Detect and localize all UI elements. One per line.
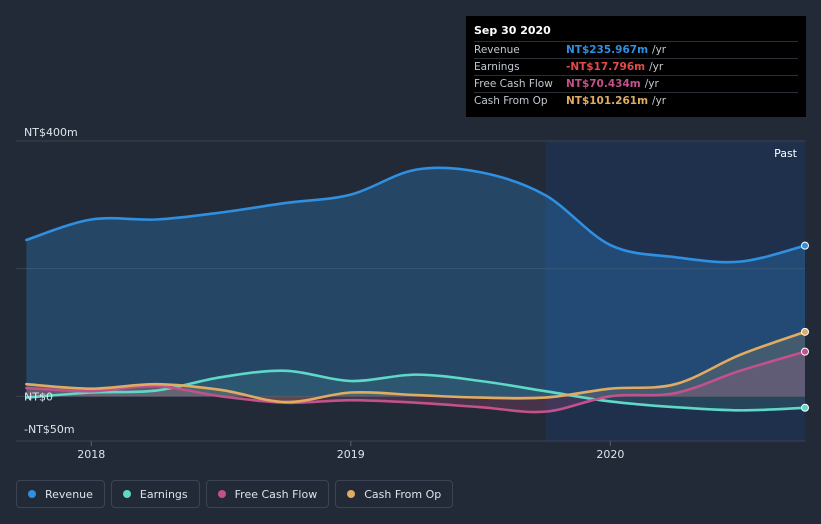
- tooltip-label: Earnings: [474, 61, 520, 73]
- legend-label: Cash From Op: [364, 487, 442, 501]
- area-cash-from-op: [26, 331, 805, 403]
- line-revenue: [25, 166, 807, 264]
- tooltip-value: NT$101.261m: [566, 95, 649, 107]
- legend-label: Revenue: [45, 487, 93, 501]
- legend-dot-icon: [347, 490, 356, 498]
- end-point-free-cash-flow: [801, 347, 809, 356]
- tooltip-unit: /yr: [649, 61, 664, 73]
- past-label: Past: [774, 147, 798, 160]
- area-revenue: [26, 167, 805, 397]
- legend-item-cash-from-op[interactable]: Cash From Op: [335, 480, 454, 508]
- legend-dot-icon: [217, 490, 226, 498]
- tooltip-unit: /yr: [652, 44, 667, 56]
- series-lines: [25, 166, 807, 414]
- tooltip-row-cash-from-op: Cash From Op NT$101.261m /yr: [474, 92, 798, 109]
- grid-lines: [16, 140, 805, 442]
- tooltip-row-revenue: Revenue NT$235.967m /yr: [474, 41, 798, 58]
- y-axis-labels: NT$400m NT$0 -NT$50m: [24, 126, 78, 436]
- legend-label: Free Cash Flow: [234, 487, 318, 501]
- legend-label: Earnings: [139, 487, 188, 501]
- series-end-markers: [801, 241, 809, 412]
- x-tick-label: 2019: [337, 448, 365, 461]
- y-tick-label: NT$400m: [24, 126, 78, 139]
- tooltip-label: Free Cash Flow: [474, 78, 553, 90]
- tooltip-label: Cash From Op: [474, 95, 548, 107]
- legend-item-free-cash-flow[interactable]: Free Cash Flow: [205, 480, 330, 508]
- tooltip-value: NT$70.434m: [566, 78, 641, 90]
- end-point-cash-from-op: [801, 327, 809, 336]
- chart-legend: Revenue Earnings Free Cash Flow Cash Fro…: [16, 480, 454, 508]
- end-point-revenue: [801, 241, 809, 250]
- tooltip-unit: /yr: [644, 78, 659, 90]
- data-tooltip: Sep 30 2020 Revenue NT$235.967m /yr Earn…: [466, 16, 806, 117]
- tooltip-row-free-cash-flow: Free Cash Flow NT$70.434m /yr: [474, 75, 798, 92]
- legend-dot-icon: [122, 490, 131, 498]
- x-tick-label: 2020: [596, 448, 624, 461]
- x-tick-label: 2018: [77, 448, 105, 461]
- tooltip-value: NT$235.967m: [566, 44, 649, 56]
- tooltip-date: Sep 30 2020: [474, 24, 551, 37]
- y-tick-label: -NT$50m: [24, 423, 75, 436]
- legend-item-revenue[interactable]: Revenue: [16, 480, 105, 508]
- tooltip-row-earnings: Earnings -NT$17.796m /yr: [474, 58, 798, 75]
- line-free-cash-flow: [25, 350, 807, 414]
- area-free-cash-flow: [26, 351, 805, 413]
- end-point-earnings: [801, 403, 809, 412]
- tooltip-value: -NT$17.796m: [566, 61, 646, 73]
- legend-dot-icon: [28, 490, 36, 498]
- line-cash-from-op: [25, 330, 807, 404]
- x-axis-labels: 2018 2019 2020: [77, 441, 624, 461]
- y-tick-label: NT$0: [24, 390, 53, 403]
- tooltip-label: Revenue: [474, 44, 520, 56]
- legend-item-earnings[interactable]: Earnings: [110, 480, 200, 508]
- tooltip-unit: /yr: [652, 95, 667, 107]
- line-earnings: [25, 369, 807, 412]
